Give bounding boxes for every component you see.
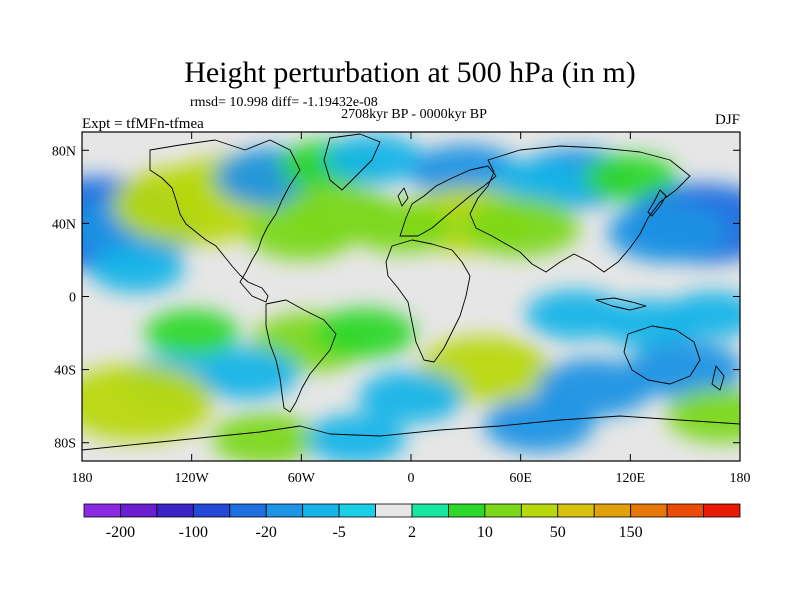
field-sahara-high xyxy=(349,200,455,254)
colorbar-box-15 xyxy=(630,503,668,518)
colorbar-box-16 xyxy=(666,503,704,518)
field-arctic-low xyxy=(324,134,425,185)
colorbar-box-2 xyxy=(156,503,194,518)
colorbar: -200 -100 -20 -5 2 10 50 150 xyxy=(83,503,741,541)
colorbar-box-13 xyxy=(557,503,595,518)
field-south-atlantic-ridge xyxy=(315,308,416,358)
experiment-label: Expt = tfMFn-tfmea xyxy=(82,116,204,132)
field-antarctic-low xyxy=(306,414,406,461)
colorbar-label-5: 10 xyxy=(477,524,493,541)
coastline-greenland xyxy=(323,133,381,191)
colorbar-box-14 xyxy=(593,503,632,518)
x-tick-label-1: 120W xyxy=(175,471,210,486)
colorbar-label-3: -5 xyxy=(332,524,345,541)
height-field xyxy=(82,134,740,461)
period-label: 2708kyr BP - 0000kyr BP xyxy=(341,107,487,122)
colorbar-box-7 xyxy=(338,503,376,518)
x-tick-label-4: 60E xyxy=(509,471,532,486)
coastline-asia xyxy=(469,145,691,273)
coastlines xyxy=(82,133,740,451)
field-pacific-antarctic-high xyxy=(666,387,740,443)
x-tick-label-5: 120E xyxy=(616,471,646,486)
y-tick-label-1: 40N xyxy=(52,217,76,232)
y-tick-label-2: 0 xyxy=(69,291,76,306)
colorbar-label-7: 150 xyxy=(619,524,643,541)
colorbar-label-1: -100 xyxy=(179,524,208,541)
field-atlantic-ridge xyxy=(246,204,357,261)
colorbar-box-12 xyxy=(520,503,559,518)
coastline-south-america xyxy=(265,299,337,413)
y-tick-label-3: 40S xyxy=(54,364,76,379)
colorbar-box-8 xyxy=(375,503,413,518)
field-south-atlantic-low xyxy=(358,370,464,424)
map-area xyxy=(81,131,741,462)
colorbar-box-3 xyxy=(192,503,231,518)
colorbar-label-2: -20 xyxy=(256,524,277,541)
coastline-europe xyxy=(399,165,497,237)
field-south-pacific-high xyxy=(82,364,214,441)
coastline-indonesia xyxy=(595,297,647,311)
field-west-asia-high xyxy=(461,197,580,257)
field-tropical-pacific-low xyxy=(89,245,184,293)
field-east-asia-high xyxy=(583,154,678,202)
coastline-new-zealand xyxy=(711,365,725,391)
field-antarctic-high xyxy=(212,412,318,461)
season-label: DJF xyxy=(715,112,740,128)
colorbar-box-1 xyxy=(120,503,158,518)
colorbar-label-0: -200 xyxy=(106,524,135,541)
coastline-antarctica xyxy=(82,415,740,451)
y-axis: 80N 40N 0 40S 80S xyxy=(52,144,740,452)
chart-title: Height perturbation at 500 hPa (in m) xyxy=(184,56,636,89)
coastline-north-america xyxy=(149,139,301,303)
y-tick-label-4: 80S xyxy=(54,437,76,452)
colorbar-label-4: 2 xyxy=(408,524,416,541)
colorbar-box-9 xyxy=(411,503,449,518)
stats-line: rmsd= 10.998 diff= -1.19432e-08 xyxy=(190,95,378,110)
coastline-africa xyxy=(385,239,471,363)
colorbar-box-11 xyxy=(484,503,522,518)
colorbar-box-10 xyxy=(448,503,486,518)
x-tick-label-3: 0 xyxy=(408,471,415,486)
colorbar-box-6 xyxy=(302,503,340,518)
coastline-japan xyxy=(647,189,667,217)
field-japan-low xyxy=(607,202,727,263)
x-tick-label-0: 180 xyxy=(72,471,93,486)
coastline-uk xyxy=(397,187,409,207)
field-southern-indian-low xyxy=(483,396,595,453)
x-tick-label-2: 60W xyxy=(288,471,316,486)
field-east-pacific-south-high xyxy=(144,309,239,357)
field-southeast-pacific-low xyxy=(194,347,299,400)
colorbar-box-0 xyxy=(83,503,121,518)
colorbar-box-5 xyxy=(265,503,304,518)
colorbar-box-4 xyxy=(229,503,267,518)
colorbar-box-17 xyxy=(703,503,741,518)
y-tick-label-0: 80N xyxy=(52,144,76,159)
x-tick-label-6: 180 xyxy=(730,471,751,486)
coastline-australia xyxy=(623,325,701,385)
field-west-pacific-low xyxy=(665,291,740,339)
colorbar-label-6: 50 xyxy=(550,524,566,541)
x-axis: 180 120W 60W 0 60E 120E 180 xyxy=(72,132,751,486)
